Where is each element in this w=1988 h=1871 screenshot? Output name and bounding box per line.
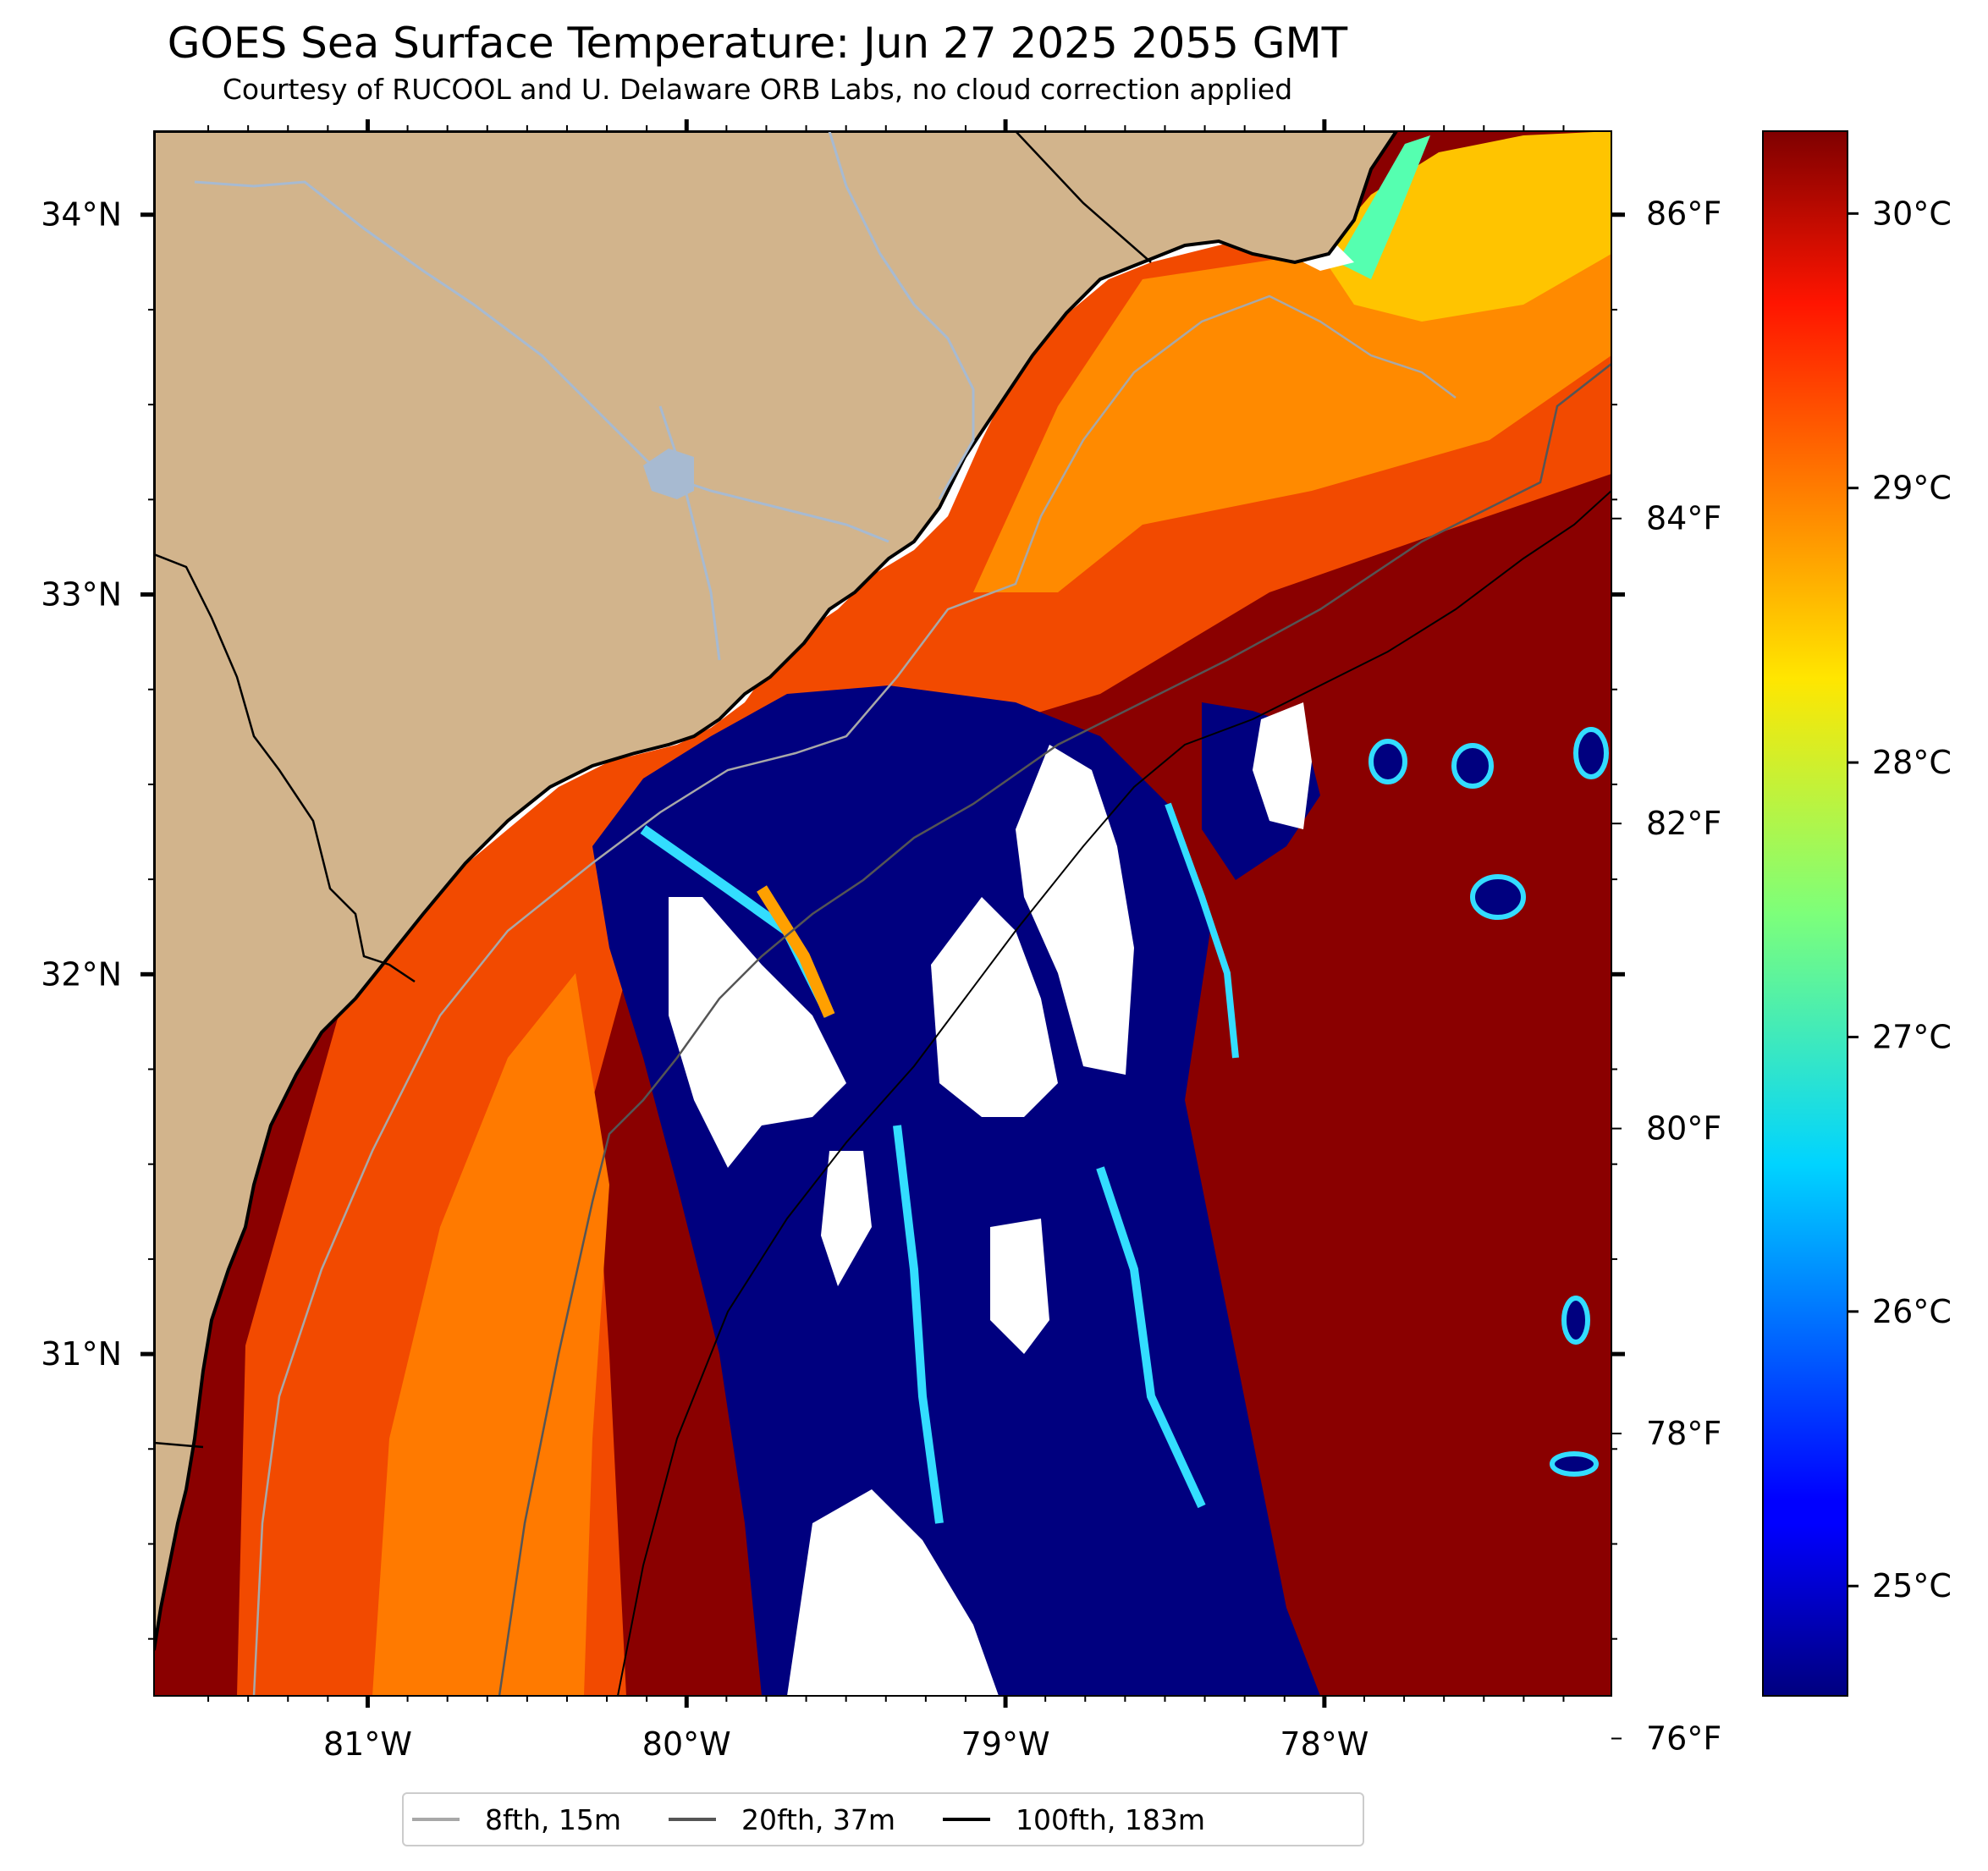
sst-filament [893, 1125, 944, 1524]
cloud-mask [931, 897, 1058, 1117]
lat-tick-label: 32°N [41, 955, 122, 993]
contour-legend: 8fth, 15m 20fth, 37m 100fth, 183m [402, 1792, 1364, 1846]
sst-cold-eddy [1561, 1296, 1590, 1345]
celsius-tick-label: 30°C [1872, 195, 1952, 232]
legend-label: 8fth, 15m [485, 1802, 622, 1836]
map-subtitle: Courtesy of RUCOOL and U. Delaware ORB L… [222, 73, 1293, 106]
sst-filament [1096, 1166, 1206, 1509]
sst-cyan-coastal [1337, 135, 1430, 279]
sst-cold-eddy [1451, 743, 1494, 789]
legend-label: 20fth, 37m [741, 1802, 896, 1836]
celsius-tick-label: 29°C [1872, 470, 1952, 507]
legend-item: 8fth, 15m [412, 1803, 621, 1836]
lat-tick-label: 31°N [41, 1335, 122, 1373]
lon-tick-label: 79°W [961, 1725, 1050, 1763]
sst-filament [1165, 802, 1239, 1059]
cloud-mask [1016, 745, 1134, 1075]
state-boundary [154, 1441, 204, 1449]
legend-label: 100fth, 183m [1016, 1802, 1206, 1836]
longitude-axis: 81°W 80°W 79°W 78°W [207, 119, 1565, 1763]
lake [643, 448, 694, 499]
map-plot-area [154, 131, 1611, 1696]
river [194, 180, 889, 543]
cloud-mask [787, 1489, 999, 1696]
cloud-mask [821, 1151, 872, 1286]
cloud-mask [669, 897, 846, 1168]
celsius-tick-label: 28°C [1872, 744, 1952, 781]
legend-line-swatch [943, 1818, 991, 1821]
fahrenheit-tick-label: 82°F [1646, 805, 1721, 842]
plot-frame [153, 130, 1612, 1697]
fahrenheit-tick-label: 80°F [1646, 1110, 1721, 1147]
latitude-axis: 31°N 32°N 33°N 34°N [41, 196, 1625, 1640]
sst-cold-band [592, 685, 1320, 1696]
land-mass [154, 131, 1399, 1651]
river [658, 405, 721, 661]
lat-tick-label: 33°N [41, 576, 122, 614]
lon-tick-label: 78°W [1280, 1725, 1368, 1763]
celsius-tick-label: 26°C [1872, 1293, 1952, 1330]
celsius-tick-label: 25°C [1872, 1567, 1952, 1604]
contour-100fth [617, 490, 1611, 1696]
fahrenheit-tick-label: 78°F [1646, 1415, 1721, 1452]
state-boundary [154, 553, 416, 983]
fahrenheit-tick-label: 86°F [1646, 195, 1721, 232]
river [828, 131, 975, 500]
sst-filament [757, 885, 835, 1018]
sst-yellow-plume [1320, 131, 1611, 322]
legend-line-swatch [412, 1818, 460, 1821]
sst-cold-eddy [1550, 1451, 1599, 1477]
celsius-axis: 25°C 26°C 27°C 28°C 29°C 30°C [1848, 195, 1952, 1604]
map-title: GOES Sea Surface Temperature: Jun 27 202… [167, 19, 1348, 68]
contour-20fth [498, 363, 1611, 1696]
sst-cold-eddy [1368, 739, 1407, 784]
legend-item: 100fth, 183m [943, 1803, 1205, 1836]
legend-item: 20fth, 37m [669, 1803, 895, 1836]
contour-8fth [252, 294, 1457, 1696]
fahrenheit-axis: 76°F 78°F 80°F 82°F 84°F 86°F [1611, 195, 1721, 1757]
cloud-mask [1253, 702, 1312, 829]
fahrenheit-tick-label: 76°F [1646, 1720, 1721, 1757]
sst-orange-south [372, 973, 609, 1696]
fahrenheit-tick-label: 84°F [1646, 500, 1721, 537]
sst-cold-eddy [1470, 874, 1526, 920]
sst-cold-eddy [1573, 727, 1609, 779]
lat-tick-label: 34°N [41, 196, 122, 234]
lon-tick-label: 81°W [323, 1725, 412, 1763]
state-boundary [1015, 131, 1152, 263]
cloud-mask [990, 1219, 1049, 1354]
colorbar [1762, 130, 1848, 1697]
lon-tick-label: 80°W [642, 1725, 731, 1763]
celsius-tick-label: 27°C [1872, 1018, 1952, 1055]
legend-line-swatch [669, 1818, 717, 1821]
